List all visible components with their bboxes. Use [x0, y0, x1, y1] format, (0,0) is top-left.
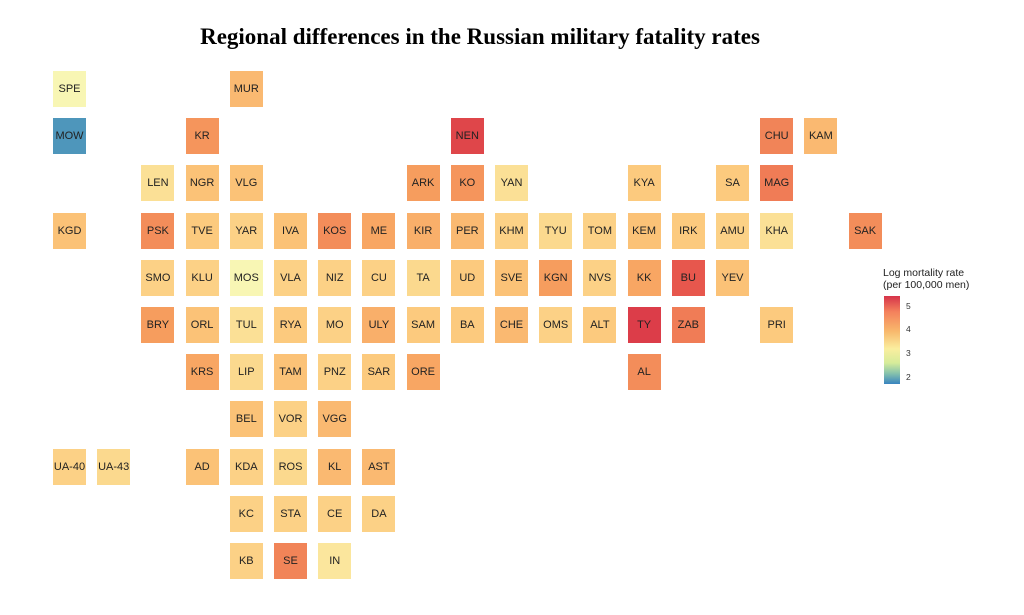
region-tile-al: AL — [627, 354, 661, 391]
region-tile-in: IN — [318, 543, 352, 579]
region-tile-mow: MOW — [53, 118, 86, 155]
region-tile-lip: LIP — [229, 354, 263, 391]
region-tile-vlg: VLG — [229, 165, 263, 202]
region-tile-pnz: PNZ — [318, 354, 352, 391]
region-tile-kb: KB — [229, 543, 263, 579]
region-tile-da: DA — [362, 495, 396, 532]
region-tile-vla: VLA — [274, 259, 307, 296]
region-tile-kr: KR — [185, 118, 219, 155]
region-tile-me: ME — [362, 212, 396, 249]
region-tile-mos: MOS — [229, 259, 263, 296]
region-tile-bel: BEL — [229, 401, 263, 438]
region-tile-kos: KOS — [318, 212, 352, 249]
region-tile-ud: UD — [450, 259, 484, 296]
region-tile-pri: PRI — [760, 307, 794, 343]
region-tile-uly: ULY — [362, 307, 396, 343]
region-tile-ce: CE — [318, 495, 352, 532]
region-tile-sak: SAK — [848, 212, 882, 249]
region-tile-ad: AD — [185, 448, 219, 485]
region-tile-se: SE — [274, 543, 307, 579]
region-tile-vor: VOR — [274, 401, 307, 438]
region-tile-sta: STA — [274, 495, 307, 532]
region-tile-klu: KLU — [185, 259, 219, 296]
legend-tick-5: 5 — [906, 300, 911, 311]
region-tile-kem: KEM — [627, 212, 661, 249]
region-tile-ros: ROS — [274, 448, 307, 485]
region-tile-psk: PSK — [141, 212, 175, 249]
region-tile-yev: YEV — [716, 259, 749, 296]
region-tile-zab: ZAB — [671, 307, 705, 343]
legend-tick-4: 4 — [906, 324, 911, 335]
region-tile-sa: SA — [716, 165, 749, 202]
region-tile-per: PER — [450, 212, 484, 249]
region-tile-kc: KC — [229, 495, 263, 532]
region-tile-nen: NEN — [450, 118, 484, 155]
region-tile-kir: KIR — [406, 212, 440, 249]
region-tile-oms: OMS — [539, 307, 573, 343]
legend-tick-2: 2 — [906, 371, 911, 382]
region-tile-ngr: NGR — [185, 165, 219, 202]
region-tile-vgg: VGG — [318, 401, 352, 438]
region-tile-kda: KDA — [229, 448, 263, 485]
region-tile-sve: SVE — [495, 259, 528, 296]
legend-title-line2: (per 100,000 men) — [883, 279, 970, 291]
legend-tick-3: 3 — [906, 348, 911, 359]
region-tile-ko: KO — [450, 165, 484, 202]
region-tile-kya: KYA — [627, 165, 661, 202]
region-tile-yan: YAN — [495, 165, 528, 202]
region-tile-tyu: TYU — [539, 212, 573, 249]
region-tile-len: LEN — [141, 165, 175, 202]
region-tile-sam: SAM — [406, 307, 440, 343]
region-tile-mo: MO — [318, 307, 352, 343]
region-tile-mag: MAG — [760, 165, 794, 202]
region-tile-orl: ORL — [185, 307, 219, 343]
region-tile-kl: KL — [318, 448, 352, 485]
region-tile-iva: IVA — [274, 212, 307, 249]
chart-title: Regional differences in the Russian mili… — [200, 24, 760, 49]
region-tile-kha: KHA — [760, 212, 794, 249]
region-tile-che: CHE — [495, 307, 528, 343]
region-tile-kgn: KGN — [539, 259, 573, 296]
region-tile-khm: KHM — [495, 212, 528, 249]
region-tile-irk: IRK — [671, 212, 705, 249]
legend-title: Log mortality rate (per 100,000 men) — [883, 267, 969, 291]
region-tile-kk: KK — [627, 259, 661, 296]
region-tile-ty: TY — [627, 307, 661, 343]
region-tile-tom: TOM — [583, 212, 617, 249]
region-tile-chu: CHU — [760, 118, 794, 155]
region-tile-ore: ORE — [406, 354, 440, 391]
region-tile-sar: SAR — [362, 354, 396, 391]
region-tile-bu: BU — [671, 259, 705, 296]
region-tile-amu: AMU — [716, 212, 749, 249]
region-tile-ta: TA — [406, 259, 440, 296]
region-tile-tam: TAM — [274, 354, 307, 391]
region-tile-ba: BA — [450, 307, 484, 343]
region-tile-cu: CU — [362, 259, 396, 296]
region-tile-spe: SPE — [53, 71, 86, 107]
legend-title-line1: Log mortality rate — [883, 267, 965, 279]
region-tile-krs: KRS — [185, 354, 219, 391]
region-tile-ua-43: UA-43 — [97, 448, 131, 485]
region-tile-niz: NIZ — [318, 259, 352, 296]
region-tile-ua-40: UA-40 — [53, 448, 86, 485]
region-tile-kam: KAM — [804, 118, 838, 155]
region-tile-ark: ARK — [406, 165, 440, 202]
region-tile-ast: AST — [362, 448, 396, 485]
region-tile-smo: SMO — [141, 259, 175, 296]
region-tile-alt: ALT — [583, 307, 617, 343]
region-tile-tul: TUL — [229, 307, 263, 343]
legend-color-bar — [884, 296, 900, 384]
region-tile-mur: MUR — [229, 71, 263, 107]
region-tile-bry: BRY — [141, 307, 175, 343]
region-tile-nvs: NVS — [583, 259, 617, 296]
region-tile-rya: RYA — [274, 307, 307, 343]
region-tile-tve: TVE — [185, 212, 219, 249]
region-tile-kgd: KGD — [53, 212, 86, 249]
region-tile-yar: YAR — [229, 212, 263, 249]
